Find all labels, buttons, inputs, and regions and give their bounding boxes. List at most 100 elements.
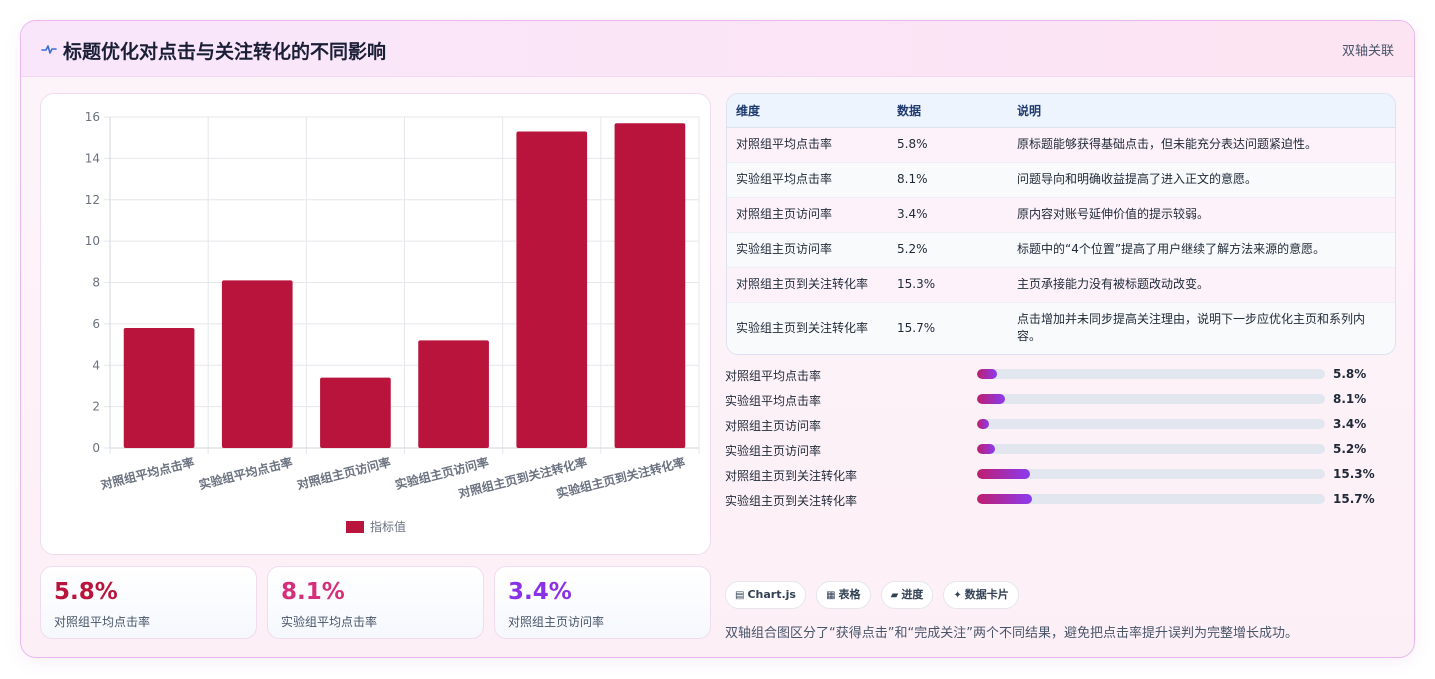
progress-row: 实验组主页访问率 5.2% [725,438,1385,463]
table-cell: 对照组主页到关注转化率 [727,267,888,303]
progress-track [977,444,1325,454]
table-cell: 原内容对账号延伸价值的提示较弱。 [1008,197,1395,233]
table-header-note: 说明 [1008,94,1395,128]
progress-value: 15.3% [1333,467,1375,481]
progress-track [977,494,1325,504]
progress-list: 对照组平均点击率 5.8% 实验组平均点击率 8.1% 对照组主页访问率 3.4… [725,363,1385,513]
progress-value: 15.7% [1333,492,1375,506]
table-cell: 15.3% [888,267,1008,303]
kpi-card-3: 3.4% 对照组主页访问率 [494,566,711,639]
kpi-label: 对照组平均点击率 [54,615,151,629]
y-tick-label: 14 [85,151,100,165]
y-tick-label: 4 [92,358,100,372]
progress-value: 3.4% [1333,417,1367,431]
sparkle-icon: ✦ [953,590,962,601]
chip-label: 数据卡片 [964,588,1009,601]
table-row: 对照组主页访问率 3.4% 原内容对账号延伸价值的提示较弱。 [727,197,1395,233]
table-row: 实验组主页到关注转化率 15.7% 点击增加并未同步提高关注理由，说明下一步应优… [727,302,1395,354]
progress-value: 8.1% [1333,392,1367,406]
y-tick-label: 16 [85,110,100,124]
table-row: 实验组平均点击率 8.1% 问题导向和明确收益提高了进入正文的意愿。 [727,162,1395,198]
progress-track [977,469,1325,479]
kpi-value: 8.1% [281,579,345,605]
progress-label: 实验组主页到关注转化率 [725,494,858,508]
bar [320,377,391,448]
progress-fill [977,494,1032,504]
kpi-label: 实验组平均点击率 [281,615,378,629]
table-row: 实验组主页访问率 5.2% 标题中的“4个位置”提高了用户继续了解方法来源的意愿… [727,232,1395,268]
chip-progress[interactable]: ▰ 进度 [880,581,934,609]
progress-label: 实验组主页访问率 [725,444,822,458]
table-cell: 对照组主页访问率 [727,197,888,233]
y-tick-label: 10 [85,234,100,248]
progress-label: 对照组平均点击率 [725,369,822,383]
progress-row: 对照组平均点击率 5.8% [725,363,1385,388]
table-cell: 原标题能够获得基础点击，但未能充分表达问题紧迫性。 [1008,127,1395,163]
table-cell: 8.1% [888,162,1008,198]
y-tick-label: 0 [92,441,100,455]
pulse-icon [41,45,57,54]
y-tick-label: 12 [85,193,100,207]
table-header-data: 数据 [888,94,1008,128]
bar [221,280,293,448]
bar [123,328,195,448]
progress-label: 实验组平均点击率 [725,394,822,408]
legend-label: 指标值 [370,519,406,534]
progress-label: 对照组主页到关注转化率 [725,469,858,483]
chart-panel: 0 2 4 6 8 10 12 14 16 对照组平均点击率 实验组平均点击率 对照组主页访问率 实验组… [40,93,711,555]
y-tick-label: 6 [92,317,100,331]
table-cell: 对照组平均点击率 [727,127,888,163]
progress-row: 对照组主页到关注转化率 15.3% [725,463,1385,488]
progress-value: 5.2% [1333,442,1367,456]
table-cell: 实验组主页到关注转化率 [727,302,888,354]
kpi-value: 5.8% [54,579,118,605]
header-tag: 双轴关联 [1341,44,1394,59]
y-tick-label: 2 [92,400,100,414]
progress-row: 实验组主页到关注转化率 15.7% [725,488,1385,513]
kpi-card-2: 8.1% 实验组平均点击率 [267,566,484,639]
table-cell: 3.4% [888,197,1008,233]
y-tick-label: 8 [92,276,100,290]
table-cell: 标题中的“4个位置”提高了用户继续了解方法来源的意愿。 [1008,232,1395,268]
progress-fill [977,419,990,429]
bar [418,340,489,448]
summary-note: 双轴组合图区分了“获得点击”和“完成关注”两个不同结果，避免把点击率提升误判为完… [725,626,1298,641]
x-tick-label: 对照组主页访问率 [295,454,392,492]
chip-data-cards[interactable]: ✦ 数据卡片 [943,581,1019,609]
progress-label: 对照组主页访问率 [725,419,822,433]
table-cell: 5.2% [888,232,1008,268]
table-cell: 实验组主页访问率 [727,232,888,268]
kpi-card-1: 5.8% 对照组平均点击率 [40,566,257,639]
chart-icon: ▤ [735,590,745,601]
table-cell: 15.7% [888,302,1008,354]
x-tick-label: 实验组平均点击率 [197,454,294,492]
table-cell: 主页承接能力没有被标题改动改变。 [1008,267,1395,303]
kpi-value: 3.4% [508,579,572,605]
card-header: 标题优化对点击与关注转化的不同影响 双轴关联 [21,21,1414,77]
table-row: 对照组平均点击率 5.8% 原标题能够获得基础点击，但未能充分表达问题紧迫性。 [727,127,1395,163]
page-title: 标题优化对点击与关注转化的不同影响 [63,41,387,63]
tech-chips: ▤ Chart.js ▦ 表格 ▰ 进度 ✦ 数据卡片 [725,581,1024,609]
table-icon: ▦ [826,590,836,601]
analysis-card: 标题优化对点击与关注转化的不同影响 双轴关联 0 2 4 6 8 10 12 14 16 对照组平… [20,20,1415,658]
table-row: 对照组主页到关注转化率 15.3% 主页承接能力没有被标题改动改变。 [727,267,1395,303]
chip-chartjs[interactable]: ▤ Chart.js [725,581,806,609]
progress-track [977,419,1325,429]
chip-label: Chart.js [747,588,796,601]
progress-fill [977,394,1006,404]
progress-fill [977,444,996,454]
bar [516,131,588,448]
bar [614,123,686,449]
chip-label: 表格 [838,588,861,601]
data-table: 维度 数据 说明 对照组平均点击率 5.8% 原标题能够获得基础点击，但未能充分… [726,93,1396,355]
progress-fill [977,469,1031,479]
table-cell: 点击增加并未同步提高关注理由，说明下一步应优化主页和系列内容。 [1008,302,1395,354]
progress-value: 5.8% [1333,367,1367,381]
table-cell: 实验组平均点击率 [727,162,888,198]
folder-icon: ▰ [890,590,899,601]
progress-fill [977,369,998,379]
table-cell: 5.8% [888,127,1008,163]
chip-table[interactable]: ▦ 表格 [816,581,871,609]
table-cell: 问题导向和明确收益提高了进入正文的意愿。 [1008,162,1395,198]
